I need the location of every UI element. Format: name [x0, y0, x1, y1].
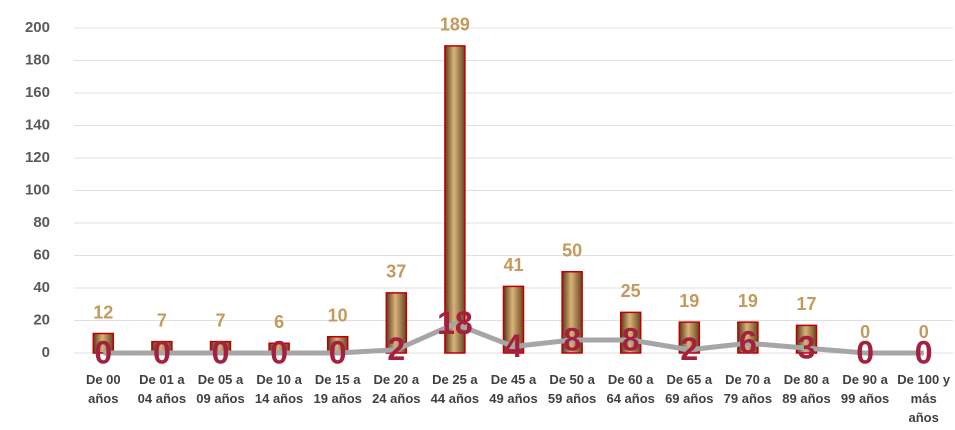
line: [103, 321, 924, 356]
x-tick-label: De 15 a 19 años: [313, 372, 362, 406]
line-label: 0: [329, 334, 347, 370]
line-label: 0: [153, 334, 171, 370]
line-label: 0: [915, 334, 933, 370]
y-tick-label: 160: [25, 84, 50, 101]
x-tick-label: De 05 a 09 años: [196, 372, 245, 406]
line-label: 4: [505, 328, 523, 364]
bar: [502, 285, 525, 354]
bar-label: 25: [621, 281, 641, 301]
x-tick-label: De 25 a 44 años: [430, 372, 480, 406]
bar: [444, 45, 466, 354]
bar-label: 6: [274, 312, 284, 332]
x-tick-label: De 20 a 24 años: [372, 372, 421, 406]
bar-label: 41: [503, 255, 523, 275]
line-label: 0: [856, 334, 874, 370]
line-label: 2: [387, 331, 405, 367]
x-tick-label: De 10 a 14 años: [254, 372, 304, 406]
line-label: 8: [563, 321, 581, 357]
line-label: 18: [437, 305, 473, 341]
bar: [561, 271, 583, 354]
bar-label: 19: [679, 291, 699, 311]
y-tick-label: 100: [25, 181, 50, 198]
line-label: 0: [212, 334, 230, 370]
line-label: 0: [94, 334, 112, 370]
x-tick-label: De 90 a 99 años: [840, 372, 890, 406]
x-tick-label: De 45 a 49 años: [489, 372, 538, 406]
y-tick-label: 20: [33, 311, 50, 328]
y-tick-label: 0: [42, 344, 50, 361]
line-label: 2: [680, 331, 698, 367]
x-tick-label: De 60 a 64 años: [606, 372, 655, 406]
bar-label: 0: [919, 322, 929, 342]
bar-label: 189: [440, 15, 470, 35]
bar-label: 7: [215, 310, 225, 330]
line-label: 6: [739, 325, 757, 361]
line-label: 0: [270, 334, 288, 370]
bar-label: 7: [157, 310, 167, 330]
y-tick-label: 40: [33, 279, 50, 296]
line-label: 8: [622, 321, 640, 357]
x-tick-label: De 50 a 59 años: [547, 372, 597, 406]
y-tick-label: 180: [25, 51, 50, 68]
x-tick-label: De 100 y más años: [897, 372, 951, 425]
y-tick-label: 120: [25, 149, 50, 166]
x-tick-label: De 80 a 89 años: [782, 372, 831, 406]
bar-label: 0: [860, 322, 870, 342]
bar-label: 50: [562, 241, 582, 261]
bar: [678, 321, 701, 354]
x-tick-label: De 01 a 04 años: [137, 372, 187, 406]
y-tick-label: 200: [25, 19, 50, 36]
bar-label: 12: [93, 302, 113, 322]
x-tick-label: De 00 años: [85, 372, 121, 406]
x-tick-label: De 70 a 79 años: [723, 372, 773, 406]
y-tick-label: 140: [25, 116, 50, 133]
bar-label: 17: [796, 294, 816, 314]
line-label: 3: [798, 330, 816, 366]
y-tick-label: 60: [33, 246, 50, 263]
x-tick-label: De 65 a 69 años: [665, 372, 714, 406]
bar-label: 37: [386, 262, 406, 282]
bar-label: 19: [738, 291, 758, 311]
bar-label: 10: [328, 306, 348, 326]
y-tick-label: 80: [33, 214, 50, 231]
bar: [385, 292, 408, 354]
